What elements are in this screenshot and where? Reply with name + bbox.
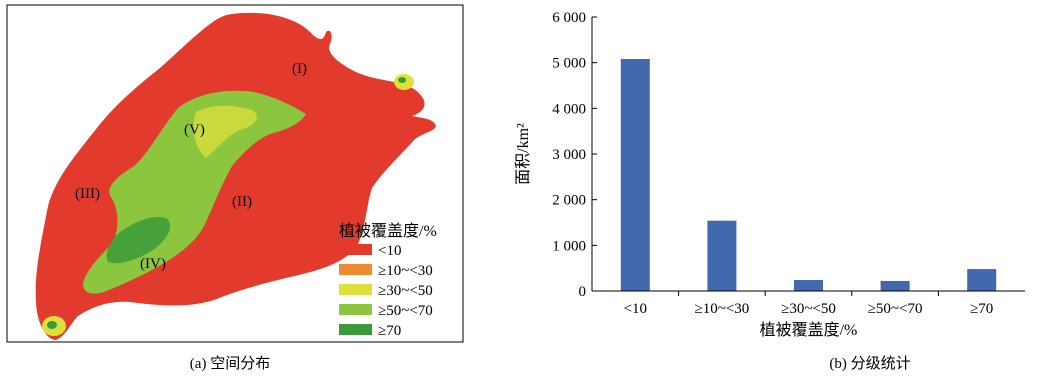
legend-swatch-50-70	[339, 304, 372, 315]
chart-panel: 0 1 000 2 000 3 000 4 000 5 000 6 000 <10 ≥10~<…	[470, 0, 1049, 377]
bar	[707, 220, 737, 291]
y-tick-label: 2 000	[552, 193, 586, 209]
legend-label-lt10: <10	[378, 243, 401, 259]
x-axis-ticks: <10 ≥10~<30 ≥30~<50 ≥50~<70 ≥70	[624, 291, 993, 317]
x-tick-label: ≥70	[970, 301, 993, 317]
y-tick-label: 0	[579, 284, 587, 300]
map-patch-southwest-core	[47, 321, 57, 329]
x-tick-label: <10	[624, 301, 647, 317]
legend-swatch-ge70	[339, 324, 372, 335]
y-tick-label: 4 000	[552, 101, 586, 117]
legend-label-ge70: ≥70	[378, 323, 401, 339]
bar	[880, 280, 910, 291]
x-tick-label: ≥30~<50	[781, 301, 836, 317]
y-tick-label: 1 000	[552, 238, 586, 254]
legend-swatch-30-50	[339, 284, 372, 295]
legend-swatch-lt10	[339, 244, 372, 255]
legend-label-50-70: ≥50~<70	[378, 303, 433, 319]
bar-series	[620, 59, 997, 291]
x-tick-label: ≥50~<70	[868, 301, 923, 317]
y-tick-label: 5 000	[552, 56, 586, 72]
region-label-ii: (II)	[232, 194, 252, 210]
chart-caption: (b) 分级统计	[829, 356, 911, 372]
map-legend: 植被覆盖度/% <10 ≥10~<30 ≥30~<50 ≥50~<70 ≥70	[339, 222, 437, 339]
region-label-i: (I)	[292, 61, 307, 77]
map-region-mid-coverage	[193, 105, 257, 158]
region-label-iii: (III)	[75, 186, 100, 202]
bar	[794, 280, 823, 291]
bar	[967, 269, 997, 291]
region-label-v: (V)	[184, 122, 205, 138]
region-label-iv: (IV)	[140, 256, 166, 272]
x-tick-label: ≥10~<30	[694, 301, 749, 317]
vegetation-map: (I) (II) (III) (IV) (V) 植被覆盖度/% <10 ≥10~…	[6, 4, 464, 343]
x-axis-label: 植被覆盖度/%	[760, 321, 858, 339]
legend-swatch-10-30	[339, 264, 372, 275]
bar	[620, 59, 650, 291]
map-caption: (a) 空间分布	[189, 356, 271, 372]
y-axis-label: 面积/km²	[514, 123, 532, 185]
y-tick-label: 6 000	[552, 10, 586, 26]
map-patch-northeast-core	[398, 77, 406, 83]
legend-label-10-30: ≥10~<30	[378, 263, 433, 279]
y-tick-label: 3 000	[552, 147, 586, 163]
legend-label-30-50: ≥30~<50	[378, 283, 433, 299]
y-axis-ticks: 0 1 000 2 000 3 000 4 000 5 000 6 000	[552, 10, 597, 300]
map-panel: (I) (II) (III) (IV) (V) 植被覆盖度/% <10 ≥10~…	[0, 0, 470, 377]
map-legend-title: 植被覆盖度/%	[339, 222, 437, 240]
bar-chart: 0 1 000 2 000 3 000 4 000 5 000 6 000 <10 ≥10~<…	[514, 10, 1025, 339]
map-region-dense-coverage	[106, 216, 171, 264]
